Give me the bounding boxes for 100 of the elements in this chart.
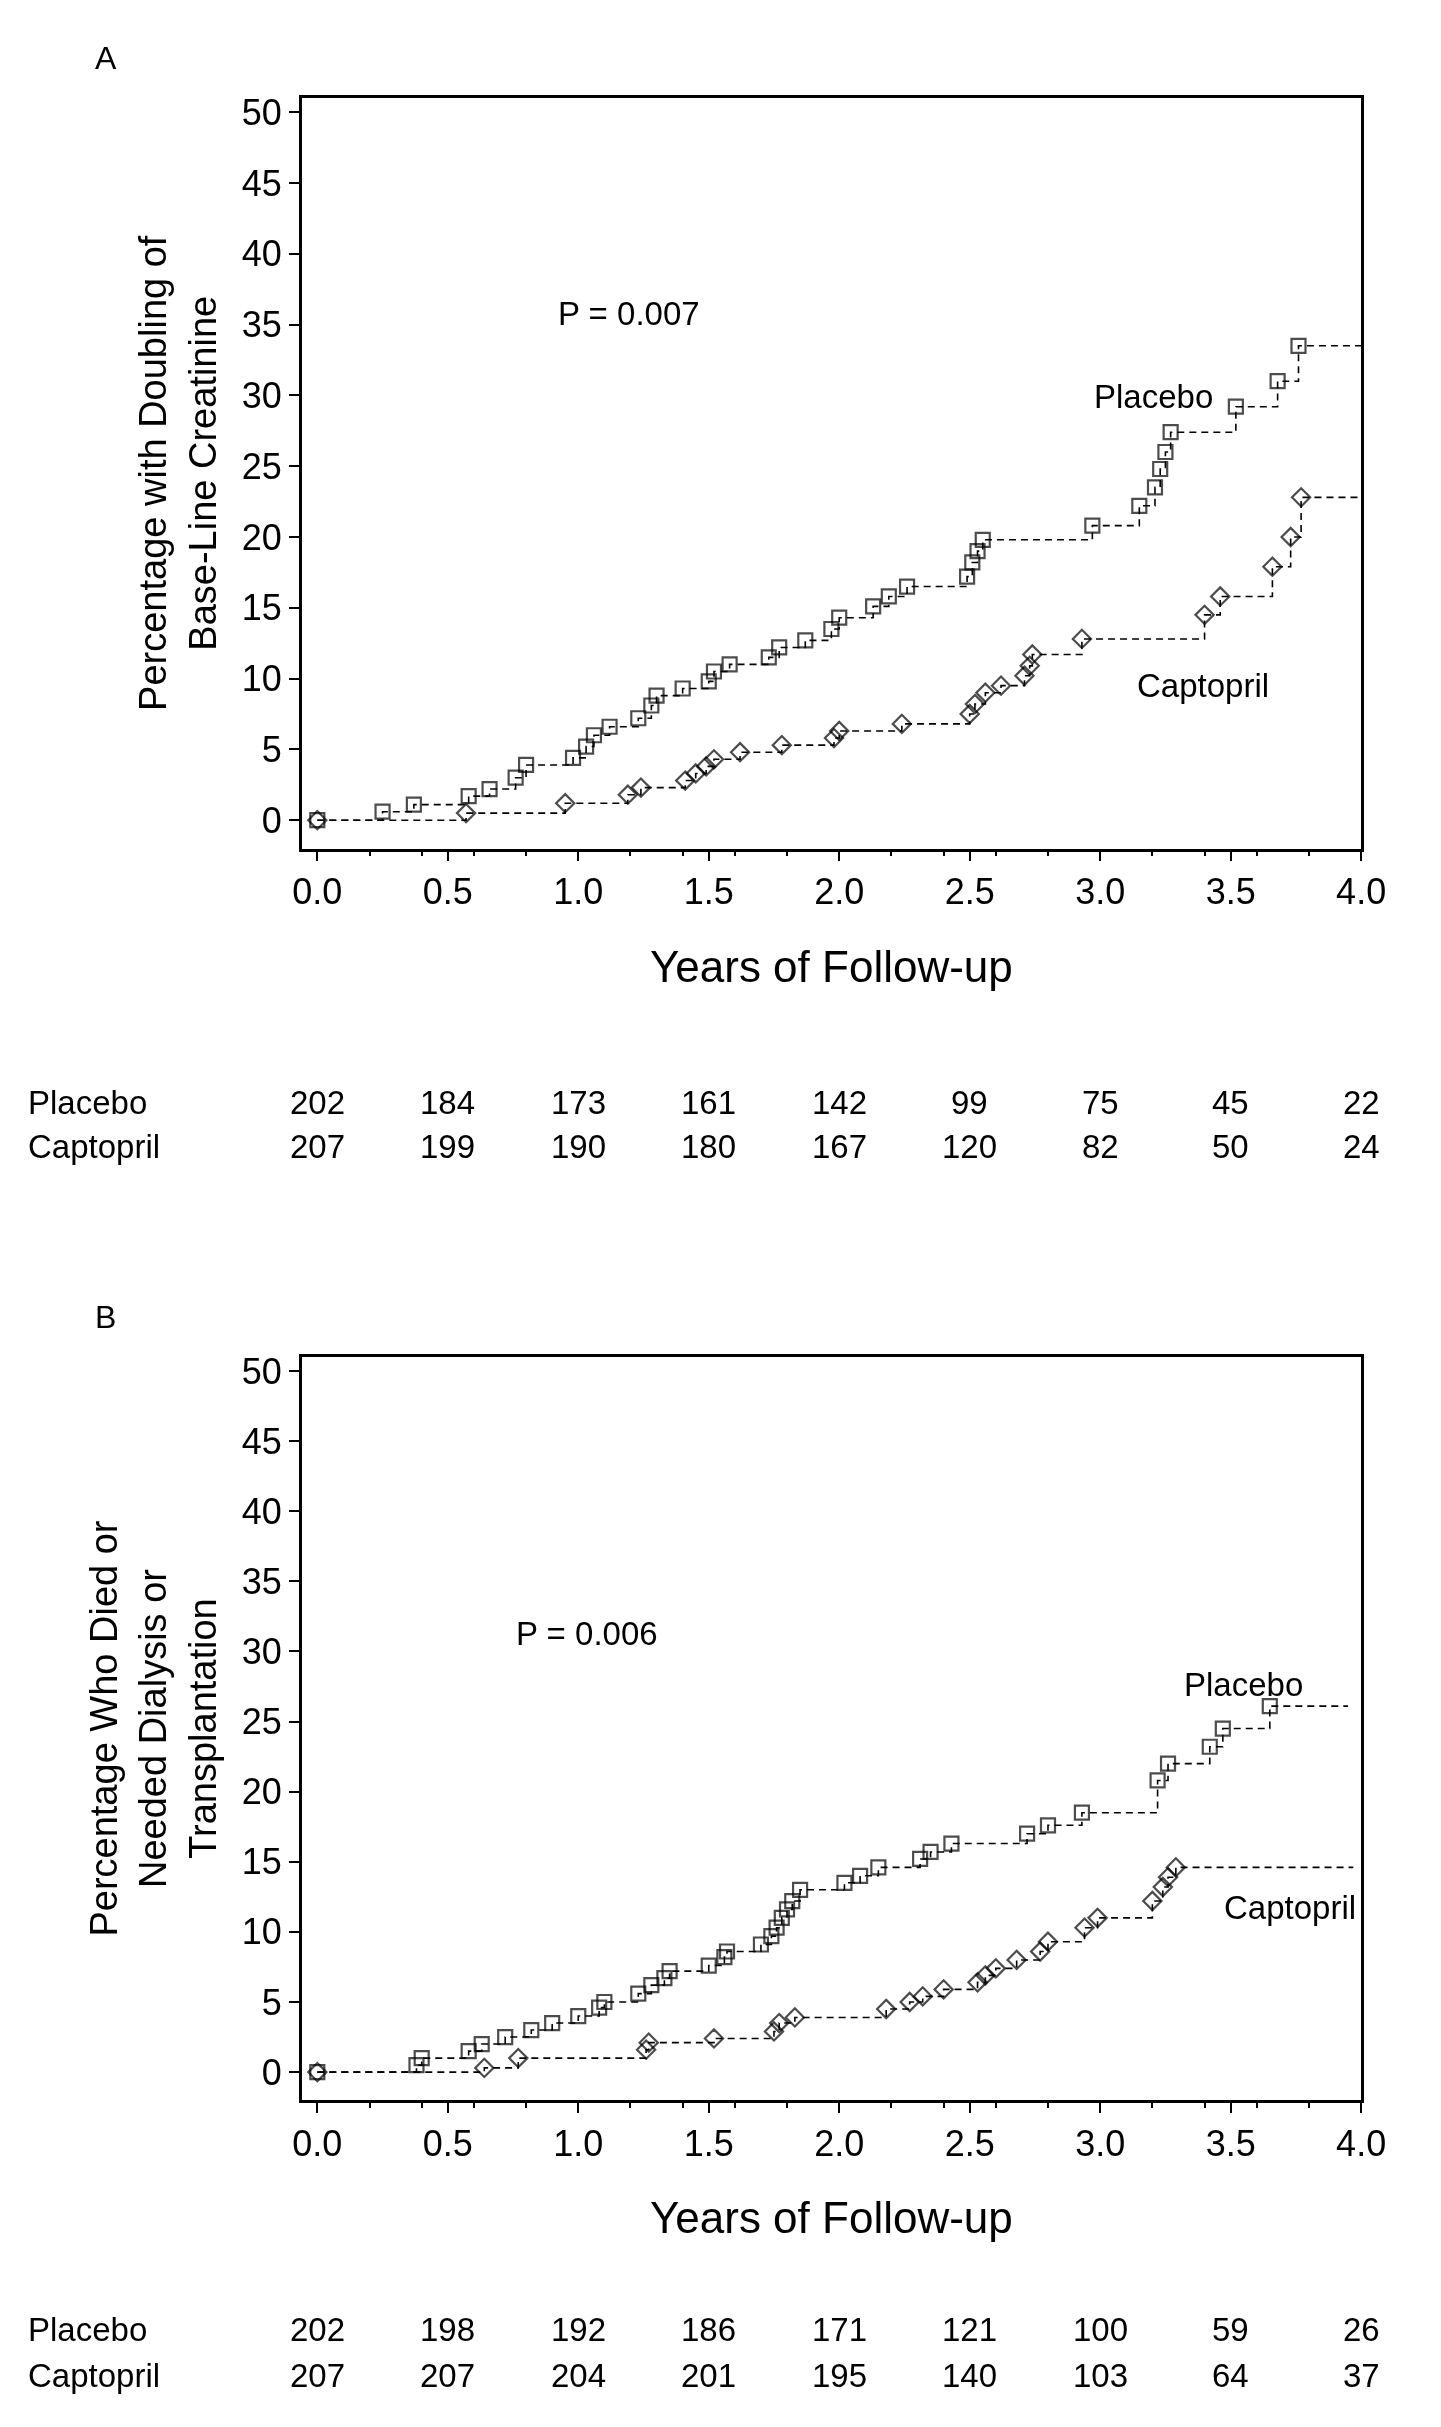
text: 180 (681, 1128, 737, 1165)
text: 59 (1212, 2311, 1249, 2348)
point (716, 1949, 733, 1966)
point (1019, 1825, 1036, 1842)
y-tick-label: 50 (241, 91, 282, 133)
point (578, 738, 595, 755)
point (1162, 424, 1179, 441)
point (1269, 373, 1286, 390)
series-label: Placebo (1184, 1666, 1304, 1703)
y-tick-label: 35 (241, 304, 282, 346)
point (700, 673, 717, 690)
point (523, 2021, 540, 2039)
point (823, 727, 845, 749)
point (570, 2007, 587, 2025)
point (473, 2035, 490, 2053)
point (374, 803, 391, 820)
text: 171 (812, 2311, 868, 2348)
y-tick-label: 30 (241, 1631, 282, 1673)
point (517, 756, 535, 774)
point (876, 1998, 897, 2020)
text: 100 (1073, 2311, 1129, 2348)
point (771, 734, 793, 756)
point (695, 756, 717, 777)
point (718, 1943, 736, 1960)
point (943, 1835, 960, 1852)
point (933, 1979, 954, 2000)
point (564, 749, 582, 766)
text: 173 (551, 1084, 607, 1121)
point (481, 780, 498, 798)
point (773, 1909, 790, 1926)
point (544, 2014, 561, 2032)
point (474, 2057, 495, 2079)
point (638, 2032, 659, 2053)
point (1087, 1907, 1108, 1929)
text: 184 (420, 1084, 476, 1121)
text: Captopril (28, 1128, 161, 1165)
y-tick-label: 25 (241, 1701, 282, 1743)
text: 202 (290, 2311, 346, 2348)
y-tick-label: 20 (241, 1771, 282, 1813)
point (959, 703, 980, 725)
point (763, 1927, 780, 1945)
text: 192 (551, 2311, 607, 2348)
text: 121 (942, 2311, 998, 2348)
y-tick-label: 30 (241, 374, 282, 416)
y-tick-label: 5 (261, 728, 282, 770)
x-tick-label: 3.5 (1205, 871, 1256, 913)
x-tick-label: 0.0 (292, 871, 343, 913)
chart-title: B (95, 1299, 117, 1335)
text: 204 (551, 2357, 607, 2394)
point (922, 1843, 939, 1861)
point (1142, 1890, 1163, 1912)
point (898, 578, 916, 595)
x-tick-label: 3.0 (1075, 2123, 1126, 2165)
point (1152, 460, 1169, 478)
point (1039, 1817, 1057, 1834)
point (1261, 1698, 1278, 1715)
x-tick-label: 1.0 (553, 871, 604, 913)
point (958, 568, 976, 585)
x-tick-label: 3.5 (1205, 2123, 1256, 2165)
x-tick-label: 0.5 (422, 871, 473, 913)
point (703, 2028, 725, 2049)
x-tick-label: 2.0 (814, 2123, 865, 2165)
text: 207 (290, 1128, 346, 1165)
text: 198 (420, 2311, 476, 2348)
point (460, 788, 477, 805)
point (975, 1965, 996, 1986)
point (1290, 487, 1312, 508)
point (1214, 1720, 1231, 1737)
x-tick-label: 0.0 (292, 2123, 343, 2165)
y-tick-label: 40 (241, 233, 282, 275)
point (836, 1874, 853, 1891)
point (870, 1859, 887, 1876)
point (778, 1901, 796, 1918)
point (1152, 1876, 1174, 1898)
point (912, 1986, 933, 2007)
point (752, 1936, 770, 1953)
y-tick-label: 25 (241, 445, 282, 487)
x-tick-label: 2.0 (814, 871, 865, 913)
text: 186 (681, 2311, 737, 2348)
y-axis-title: Percentage with Doubling of Base-Line Creatinine (132, 235, 224, 711)
y-axis-title: Percentage Who Died or Needed Dialysis or Transplantation (83, 1520, 224, 1937)
text: Captopril (28, 2357, 161, 2394)
text: 201 (681, 2357, 737, 2394)
y-tick-label: 0 (261, 2051, 282, 2093)
x-axis-title: Years of Follow-up (649, 2193, 1013, 2243)
point (630, 777, 652, 798)
point (460, 2042, 477, 2060)
text: 161 (681, 1084, 737, 1121)
point (912, 1850, 929, 1868)
point (771, 639, 788, 656)
point (585, 727, 603, 744)
point (763, 2021, 785, 2042)
point (648, 687, 665, 704)
point (413, 2050, 430, 2067)
point (791, 1881, 809, 1898)
point (729, 742, 751, 763)
point (643, 1977, 660, 1994)
point (969, 543, 986, 560)
x-tick-label: 2.5 (944, 2123, 995, 2165)
point (661, 1963, 678, 1980)
